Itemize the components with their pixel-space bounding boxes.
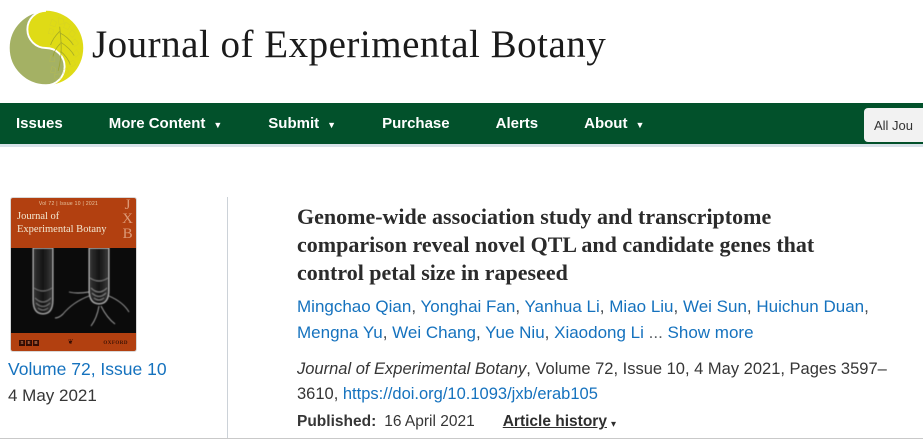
author-separator: ,: [599, 297, 610, 316]
nav-item-purchase[interactable]: Purchase: [382, 115, 450, 132]
root-xray-image: [11, 248, 136, 333]
author-separator: ,: [673, 297, 683, 316]
nav-item-about[interactable]: About ▼: [584, 115, 645, 132]
author-link[interactable]: Yue Niu: [485, 323, 545, 342]
authors-ellipsis: ...: [643, 323, 668, 342]
oxford-press-logo: OXFORD: [103, 340, 128, 346]
published-date: 16 April 2021: [384, 413, 475, 430]
author-link[interactable]: Wei Chang: [392, 323, 476, 342]
author-link[interactable]: Mengna Yu: [297, 323, 383, 342]
main-nav: Issues More Content ▼ Submit ▼ Purchase …: [0, 103, 923, 147]
volume-issue-link[interactable]: Volume 72, Issue 10: [8, 359, 167, 379]
article-title: Genome-wide association study and transc…: [297, 204, 815, 285]
cover-footer: S E B ❦ OXFORD: [11, 333, 136, 351]
author-link[interactable]: Miao Liu: [609, 297, 674, 316]
nav-item-alerts[interactable]: Alerts: [495, 115, 539, 132]
site-header: Journal of Experimental Botany: [0, 0, 923, 103]
cover-volume-line: Vol 72 | Issue 10 | 2021: [38, 201, 99, 207]
journal-title[interactable]: Journal of Experimental Botany: [92, 23, 607, 66]
author-separator: ,: [864, 297, 869, 316]
nav-item-issues[interactable]: Issues: [16, 115, 63, 132]
show-more-link[interactable]: Show more: [667, 323, 754, 342]
doi-link[interactable]: https://doi.org/10.1093/jxb/erab105: [342, 385, 598, 403]
emblem-icon: ❦: [67, 339, 74, 346]
section-divider: [0, 438, 923, 439]
nav-item-submit[interactable]: Submit ▼: [268, 115, 337, 132]
citation-journal-name: Journal of Experimental Botany: [297, 360, 527, 378]
citation-detail: , Volume 72, Issue 10, 4 May 2021, Pages…: [297, 360, 887, 403]
chevron-down-icon: ▾: [610, 418, 616, 430]
author-link[interactable]: Huichun Duan: [756, 297, 865, 316]
author-link[interactable]: Yonghai Fan: [420, 297, 516, 316]
issue-cover-thumbnail[interactable]: Vol 72 | Issue 10 | 2021 Journal of Expe…: [10, 197, 137, 352]
author-link[interactable]: Yanhua Li: [524, 297, 600, 316]
journal-scope-select[interactable]: All Jou: [863, 108, 923, 142]
chevron-down-icon: ▼: [213, 119, 223, 130]
published-label: Published:: [297, 413, 377, 430]
nav-item-more-content[interactable]: More Content ▼: [108, 115, 223, 132]
jxb-spine-letters: J X B: [122, 197, 133, 242]
journal-logo-icon[interactable]: [7, 9, 84, 87]
article-header: Genome-wide association study and transc…: [297, 203, 909, 431]
author-separator: ,: [746, 297, 757, 316]
author-link[interactable]: Mingchao Qian: [297, 297, 412, 316]
published-row: Published: 16 April 2021 Article history…: [297, 413, 909, 431]
seb-logo-icon: S E B: [19, 340, 39, 346]
cover-journal-title: Journal of Experimental Botany: [17, 211, 107, 235]
author-link[interactable]: Wei Sun: [682, 297, 747, 316]
author-link[interactable]: Xiaodong Li: [554, 323, 644, 342]
author-separator: ,: [475, 323, 486, 342]
citation-line: Journal of Experimental Botany, Volume 7…: [297, 357, 907, 407]
cover-header: Vol 72 | Issue 10 | 2021 Journal of Expe…: [11, 198, 136, 248]
issue-date: 4 May 2021: [8, 386, 97, 405]
chevron-down-icon: ▼: [635, 119, 645, 130]
leaf-yinyang-icon: [7, 9, 84, 87]
author-separator: ,: [382, 323, 393, 342]
author-separator: ,: [544, 323, 555, 342]
chevron-down-icon: ▼: [327, 119, 337, 130]
author-separator: ,: [411, 297, 421, 316]
article-history-toggle[interactable]: Article history: [502, 413, 607, 430]
nav-items: Issues More Content ▼ Submit ▼ Purchase …: [0, 103, 676, 144]
vertical-divider: [227, 197, 228, 438]
author-separator: ,: [515, 297, 525, 316]
author-list: Mingchao Qian, Yonghai Fan, Yanhua Li, M…: [297, 294, 897, 346]
